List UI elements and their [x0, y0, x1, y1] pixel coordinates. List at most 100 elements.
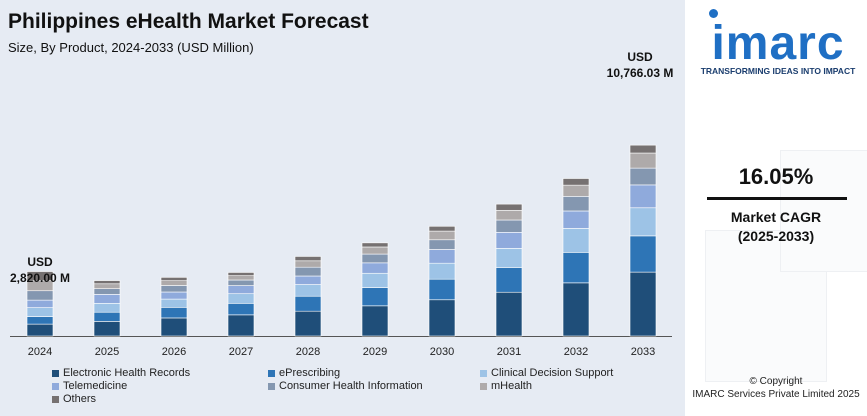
- bar-segment-2026-7: [160, 277, 188, 281]
- legend-label: ePrescribing: [279, 367, 341, 379]
- legend-label: Consumer Health Information: [279, 380, 423, 392]
- annotation-2024-currency: USD: [27, 255, 53, 269]
- legend-swatch: [480, 369, 487, 377]
- bar-segment-2028-4: [294, 275, 322, 285]
- bar-segment-2024-3: [26, 307, 54, 317]
- legend-swatch: [52, 382, 59, 390]
- legend-swatch: [52, 395, 59, 403]
- legend-label: Electronic Health Records: [63, 367, 191, 379]
- bar-segment-2026-5: [160, 285, 188, 293]
- bar-segment-2032-4: [562, 210, 590, 229]
- annotation-2033-currency: USD: [627, 50, 653, 64]
- cagr-label: Market CAGR (2025-2033): [685, 208, 867, 246]
- legend-label: Others: [63, 393, 97, 405]
- legend-item: ePrescribing: [268, 367, 340, 379]
- bar-segment-2030-3: [428, 262, 456, 280]
- bar-segment-2028-1: [294, 310, 322, 337]
- bar-segment-2027-4: [227, 285, 255, 295]
- bar-segment-2029-6: [361, 246, 389, 255]
- copyright-notice: © Copyright IMARC Services Private Limit…: [685, 375, 867, 401]
- bar-segment-2027-6: [227, 275, 255, 281]
- bar-segment-2028-6: [294, 260, 322, 268]
- legend-item: mHealth: [480, 380, 532, 392]
- bar-segment-2027-3: [227, 293, 255, 304]
- annotation-2033-amount: 10,766.03 M: [606, 66, 674, 80]
- bar-segment-2026-2: [160, 307, 188, 319]
- bar-segment-2026-1: [160, 317, 188, 337]
- bar-segment-2030-7: [428, 225, 456, 232]
- watermark-background-2: [780, 150, 867, 272]
- bar-segment-2030-4: [428, 249, 456, 264]
- annotation-2024-amount: 2,820.00 M: [9, 271, 71, 285]
- side-panel: imarc TRANSFORMING IDEAS INTO IMPACT 16.…: [685, 0, 867, 416]
- bar-segment-2030-2: [428, 278, 456, 301]
- x-tick-label-2031: 2031: [497, 346, 521, 358]
- brand-tagline: TRANSFORMING IDEAS INTO IMPACT: [700, 66, 856, 76]
- bar-segment-2033-2: [629, 235, 657, 273]
- bar-segment-2024-1: [26, 323, 54, 337]
- legend-label: mHealth: [491, 380, 532, 392]
- legend-item: Electronic Health Records: [52, 367, 190, 379]
- chart-panel: Philippines eHealth Market Forecast Size…: [0, 0, 685, 416]
- bar-segment-2031-5: [495, 219, 523, 233]
- logo-dot-icon: [709, 9, 718, 18]
- bar-segment-2029-1: [361, 305, 389, 337]
- imarc-logo: imarc: [711, 17, 845, 70]
- legend-swatch: [480, 382, 487, 390]
- bar-segment-2031-3: [495, 248, 523, 268]
- x-tick-label-2033: 2033: [631, 346, 655, 358]
- bar-segment-2031-1: [495, 291, 523, 337]
- legend-swatch: [52, 369, 59, 377]
- bar-segment-2024-7: [26, 271, 54, 281]
- x-tick-label-2032: 2032: [564, 346, 588, 358]
- cagr-divider: [707, 197, 847, 200]
- bar-segment-2025-4: [93, 294, 121, 304]
- bar-segment-2029-4: [361, 262, 389, 274]
- bar-segment-2032-1: [562, 282, 590, 337]
- bar-segment-2029-3: [361, 272, 389, 288]
- chart-title: Philippines eHealth Market Forecast: [8, 10, 369, 33]
- bar-segment-2027-7: [227, 272, 255, 276]
- x-tick-label-2029: 2029: [363, 346, 387, 358]
- x-tick-label-2025: 2025: [95, 346, 119, 358]
- x-tick-label-2028: 2028: [296, 346, 320, 358]
- bar-segment-2025-6: [93, 283, 121, 289]
- bar-segment-2033-4: [629, 184, 657, 209]
- bar-segment-2029-7: [361, 242, 389, 248]
- bar-segment-2026-3: [160, 298, 188, 308]
- x-tick-label-2030: 2030: [430, 346, 454, 358]
- cagr-value: 16.05%: [738, 164, 814, 189]
- bar-segment-2024-4: [26, 299, 54, 308]
- bar-segment-2030-1: [428, 299, 456, 337]
- copyright-line2: IMARC Services Private Limited 2025: [692, 389, 860, 400]
- bar-segment-2031-6: [495, 209, 523, 221]
- bar-segment-2033-5: [629, 167, 657, 186]
- bar-segment-2026-6: [160, 280, 188, 286]
- chart-subtitle: Size, By Product, 2024-2033 (USD Million…: [8, 40, 254, 55]
- bar-segment-2032-6: [562, 184, 590, 197]
- bar-segment-2027-2: [227, 303, 255, 316]
- bar-segment-2033-7: [629, 144, 657, 154]
- bar-segment-2031-2: [495, 267, 523, 293]
- legend-label: Clinical Decision Support: [491, 367, 614, 379]
- annotation-2024-value: USD 2,820.00 M: [6, 254, 74, 286]
- bar-segment-2033-6: [629, 152, 657, 169]
- stacked-bar-chart: 2024 2025 2026 2027 2028 2029 2030 2031 2032 2033: [10, 144, 672, 358]
- legend-swatch: [268, 369, 275, 377]
- bar-segment-2029-2: [361, 287, 389, 307]
- bar-segment-2024-5: [26, 290, 54, 301]
- bar-segment-2028-7: [294, 256, 322, 262]
- bar-segment-2033-1: [629, 271, 657, 337]
- annotation-2033-value: USD 10,766.03 M: [600, 49, 680, 81]
- cagr-label-text: Market CAGR: [730, 209, 822, 225]
- copyright-line1: © Copyright: [749, 376, 803, 387]
- bar-segment-2025-2: [93, 311, 121, 322]
- bar-segment-2030-6: [428, 230, 456, 241]
- legend-item: Clinical Decision Support: [480, 367, 613, 379]
- cagr-period: (2025-2033): [737, 228, 815, 244]
- bar-segment-2028-5: [294, 266, 322, 277]
- x-tick-label-2024: 2024: [28, 346, 52, 358]
- bar-segment-2031-4: [495, 232, 523, 249]
- bar-segment-2031-7: [495, 203, 523, 211]
- bar-segment-2025-5: [93, 288, 121, 295]
